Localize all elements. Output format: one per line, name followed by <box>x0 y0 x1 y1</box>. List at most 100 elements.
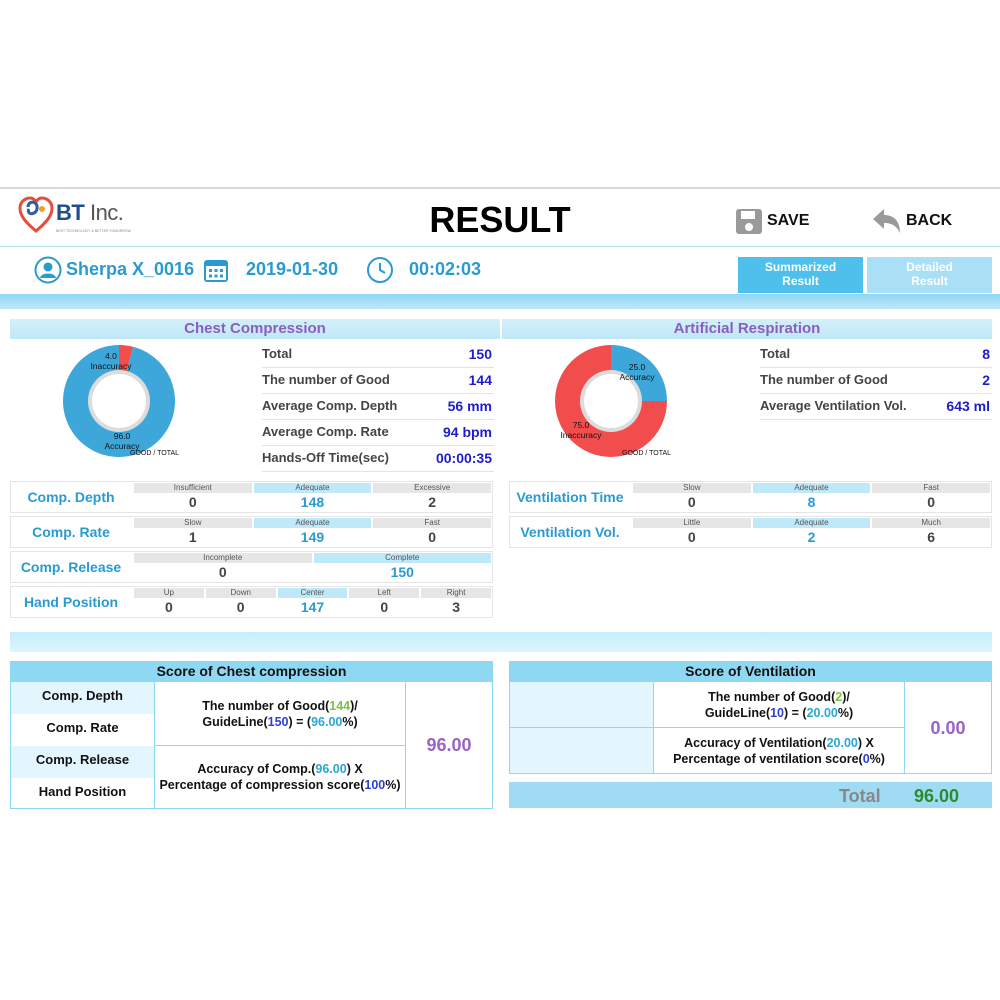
chest-stat-label: Average Comp. Depth <box>262 398 398 413</box>
metric-row-ventilation-vol: Ventilation Vol. Little 0 Adequate 2 Much 6 <box>509 516 992 548</box>
back-button[interactable]: BACK <box>870 205 952 237</box>
chest-stat-label: Hands-Off Time(sec) <box>262 450 389 465</box>
floppy-disk-icon <box>736 209 762 234</box>
respiration-stat-value: 643 ml <box>946 398 990 414</box>
metric-cell-header: Slow <box>633 483 751 493</box>
back-arrow-icon <box>873 209 900 233</box>
respiration-stat-value: 2 <box>982 372 990 388</box>
respiration-stats-list: Total 8 The number of Good 2 Average Ventila… <box>760 342 992 420</box>
metric-row-comp-depth: Comp. Depth Insufficient 0 Adequate 148 Exces… <box>10 481 493 513</box>
chest-stat-row: Total 150 <box>262 342 494 368</box>
metric-name: Comp. Depth <box>27 489 115 505</box>
score-ventilation-heading: Score of Ventilation <box>509 661 992 681</box>
metric-cell-header: Up <box>134 588 204 598</box>
section-strip <box>0 294 1000 309</box>
chest-stat-value: 150 <box>468 346 492 362</box>
metric-row-comp-rate: Comp. Rate Slow 1 Adequate 149 Fast 0 <box>10 516 493 548</box>
respiration-donut-hole <box>584 374 638 428</box>
chest-stat-value: 56 mm <box>447 398 492 414</box>
metric-cell-value: 0 <box>188 494 197 510</box>
ventilation-accuracy-formula: Accuracy of Ventilation(20.00) X Percent… <box>673 736 885 766</box>
metric-cell-center: Center 147 <box>277 588 349 616</box>
respiration-donut-chart <box>555 345 667 457</box>
user-icon <box>34 256 62 284</box>
metric-cell-excessive: Excessive 2 <box>372 483 492 511</box>
metric-cell-little: Little 0 <box>632 518 752 546</box>
metric-cell-value: 6 <box>927 529 936 545</box>
chest-inaccuracy-label: 4.0 Inaccuracy <box>90 351 132 371</box>
save-label: SAVE <box>767 212 810 229</box>
ventilation-score-value: 0.00 <box>930 718 966 738</box>
score-chest-table: Comp. Depth Comp. Rate Comp. Release Han… <box>10 681 493 809</box>
metric-cell-fast: Fast 0 <box>372 518 492 546</box>
chest-stat-value: 00:00:35 <box>435 450 492 466</box>
metric-cell-value: 149 <box>300 529 325 545</box>
tab-detailed-result[interactable]: Detailed Result <box>867 257 992 293</box>
metric-cell-left: Left 0 <box>348 588 420 616</box>
chest-donut-chart <box>63 345 176 457</box>
metric-name: Comp. Rate <box>32 524 110 540</box>
respiration-stat-row: The number of Good 2 <box>760 368 992 394</box>
respiration-stat-value: 8 <box>982 346 990 362</box>
total-score-bar: Total 96.00 <box>509 782 992 808</box>
session-date: 2019-01-30 <box>246 259 339 279</box>
metric-cell-value: 148 <box>300 494 325 510</box>
artificial-respiration-heading: Artificial Respiration <box>502 319 992 339</box>
score-section-strip <box>10 632 992 652</box>
tab-summarized-result[interactable]: Summarized Result <box>738 257 863 293</box>
chest-stat-label: Total <box>262 346 293 361</box>
page-title: RESULT <box>429 199 571 240</box>
chest-compression-heading: Chest Compression <box>10 319 500 339</box>
chest-donut-footnote: GOOD / TOTAL <box>130 450 180 457</box>
metric-cell-slow: Slow 1 <box>133 518 253 546</box>
metric-name: Ventilation Time <box>516 489 624 505</box>
calendar-icon <box>204 260 228 282</box>
metric-cell-adequate: Adequate 149 <box>253 518 373 546</box>
metric-cell-header: Little <box>633 518 751 528</box>
respiration-stat-row: Average Ventilation Vol. 643 ml <box>760 394 992 420</box>
chest-accuracy-formula: Accuracy of Comp.(96.00) X Percentage of… <box>159 762 401 792</box>
metric-cell-value: 0 <box>380 599 389 615</box>
header-bar: BT Inc. BEST TECHNOLOGY & BETTER TOMORRO… <box>0 189 1000 247</box>
respiration-inaccuracy-label: 75.0 Inaccuracy <box>560 420 602 440</box>
save-button[interactable]: SAVE <box>735 205 809 237</box>
metric-cell-header: Adequate <box>253 518 372 528</box>
tab-summarized-line2: Result <box>782 274 819 288</box>
metric-cell-header: Insufficient <box>134 483 252 493</box>
score-ventilation-table: The number of Good(2)/ GuideLine(10) = (… <box>509 681 992 774</box>
metric-cell-header: Down <box>205 588 276 598</box>
metric-cell-header: Complete <box>313 553 491 563</box>
chest-stat-label: The number of Good <box>262 372 390 387</box>
header-divider <box>0 246 1000 247</box>
metric-cell-value: 0 <box>165 599 173 615</box>
heart-logo-icon <box>18 196 54 233</box>
chest-stat-row: Hands-Off Time(sec) 00:00:35 <box>262 446 494 472</box>
metric-name: Comp. Release <box>20 559 122 575</box>
respiration-accuracy-label: 25.0 Accuracy <box>619 362 655 382</box>
metric-cell-header: Much <box>872 518 990 528</box>
metric-cell-header: Adequate <box>752 483 871 493</box>
metric-cell-insufficient: Insufficient 0 <box>133 483 253 511</box>
metric-row-comp-release: Comp. Release Incomplete 0 Complete 150 <box>10 551 493 583</box>
score-label-comp-depth: Comp. Depth <box>11 682 154 714</box>
total-value: 96.00 <box>914 786 960 806</box>
score-label-hand-position: Hand Position <box>38 784 127 799</box>
metric-cell-adequate: Adequate 2 <box>752 518 872 546</box>
metric-row-ventilation-time: Ventilation Time Slow 0 Adequate 8 Fast 0 <box>509 481 992 513</box>
total-label: Total <box>839 786 881 806</box>
metric-cell-adequate: Adequate 148 <box>253 483 373 511</box>
metric-cell-value: 0 <box>236 599 245 615</box>
top-divider <box>0 187 1000 189</box>
metric-cell-header: Fast <box>373 518 491 528</box>
metric-cell-value: 150 <box>390 564 414 580</box>
metric-cell-header: Slow <box>134 518 252 528</box>
chest-stats-list: Total 150 The number of Good 144 Average Com… <box>262 342 494 472</box>
ventilation-good-formula: The number of Good(2)/ GuideLine(10) = (… <box>704 690 854 720</box>
metric-cell-header: Incomplete <box>134 553 312 563</box>
chest-stat-value: 94 bpm <box>442 424 492 440</box>
back-label: BACK <box>906 212 953 229</box>
metric-cell-much: Much 6 <box>871 518 991 546</box>
score-label-comp-release: Comp. Release <box>11 746 154 778</box>
metric-cell-value: 147 <box>300 599 325 615</box>
chest-score-value: 96.00 <box>426 735 472 755</box>
